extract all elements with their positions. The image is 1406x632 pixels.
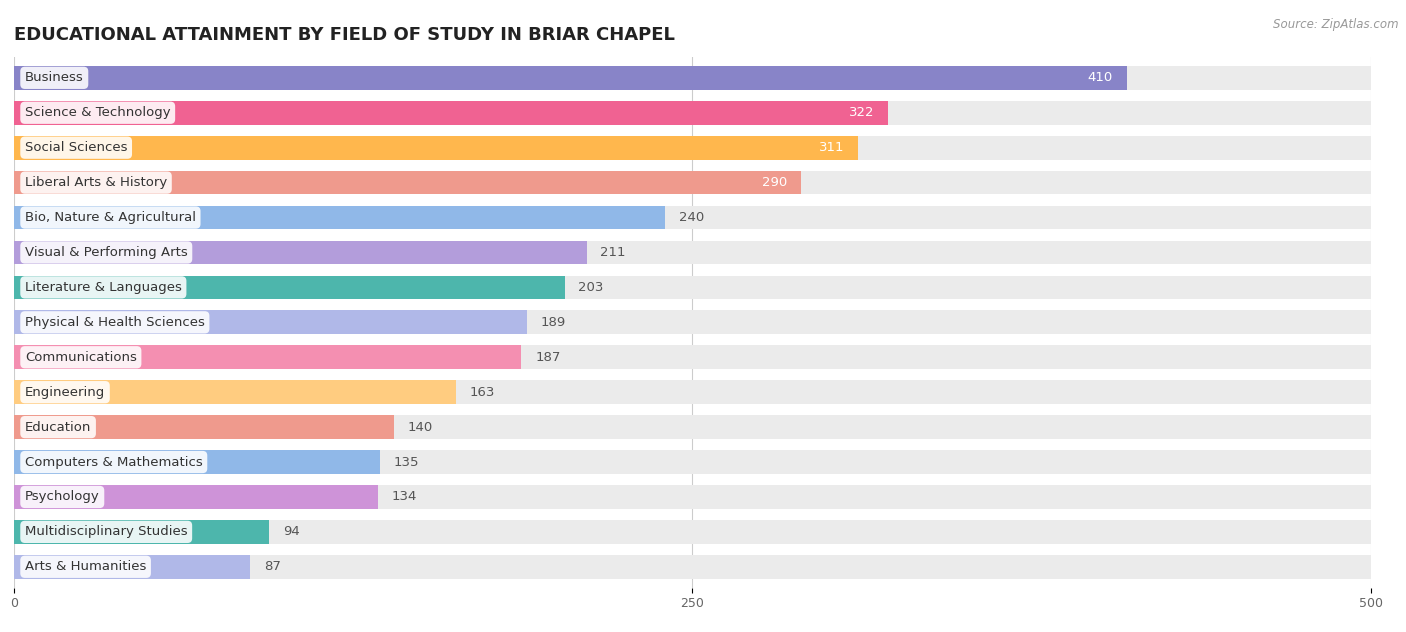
- Text: 203: 203: [578, 281, 603, 294]
- Text: Engineering: Engineering: [25, 386, 105, 399]
- Bar: [14, 276, 565, 300]
- Text: 311: 311: [818, 141, 845, 154]
- Bar: [14, 555, 250, 579]
- Text: Business: Business: [25, 71, 84, 84]
- Text: Computers & Mathematics: Computers & Mathematics: [25, 456, 202, 468]
- Text: 87: 87: [264, 561, 281, 573]
- Bar: [14, 276, 1371, 300]
- Text: Psychology: Psychology: [25, 490, 100, 504]
- Text: Literature & Languages: Literature & Languages: [25, 281, 181, 294]
- Bar: [14, 520, 1371, 544]
- Bar: [14, 205, 1371, 229]
- Bar: [14, 241, 1371, 264]
- Text: 140: 140: [408, 421, 433, 434]
- Bar: [14, 171, 1371, 195]
- Bar: [14, 345, 522, 369]
- Text: Multidisciplinary Studies: Multidisciplinary Studies: [25, 525, 187, 538]
- Text: 163: 163: [470, 386, 495, 399]
- Bar: [14, 450, 1371, 474]
- Text: Visual & Performing Arts: Visual & Performing Arts: [25, 246, 187, 259]
- Text: Liberal Arts & History: Liberal Arts & History: [25, 176, 167, 189]
- Bar: [14, 415, 1371, 439]
- Bar: [14, 241, 586, 264]
- Text: 187: 187: [536, 351, 561, 364]
- Text: 240: 240: [679, 211, 704, 224]
- Bar: [14, 66, 1126, 90]
- Text: Source: ZipAtlas.com: Source: ZipAtlas.com: [1274, 18, 1399, 31]
- Bar: [14, 485, 1371, 509]
- Text: Science & Technology: Science & Technology: [25, 106, 170, 119]
- Bar: [14, 310, 1371, 334]
- Bar: [14, 136, 858, 159]
- Text: 410: 410: [1088, 71, 1114, 84]
- Text: 189: 189: [540, 316, 565, 329]
- Bar: [14, 345, 1371, 369]
- Bar: [14, 171, 801, 195]
- Text: Physical & Health Sciences: Physical & Health Sciences: [25, 316, 205, 329]
- Bar: [14, 380, 1371, 404]
- Bar: [14, 66, 1371, 90]
- Text: 211: 211: [600, 246, 626, 259]
- Text: EDUCATIONAL ATTAINMENT BY FIELD OF STUDY IN BRIAR CHAPEL: EDUCATIONAL ATTAINMENT BY FIELD OF STUDY…: [14, 26, 675, 44]
- Bar: [14, 485, 378, 509]
- Text: Bio, Nature & Agricultural: Bio, Nature & Agricultural: [25, 211, 195, 224]
- Text: 135: 135: [394, 456, 419, 468]
- Text: Social Sciences: Social Sciences: [25, 141, 128, 154]
- Text: 290: 290: [762, 176, 787, 189]
- Text: 94: 94: [283, 525, 299, 538]
- Text: 322: 322: [849, 106, 875, 119]
- Bar: [14, 101, 1371, 125]
- Bar: [14, 415, 394, 439]
- Bar: [14, 136, 1371, 159]
- Text: Communications: Communications: [25, 351, 136, 364]
- Bar: [14, 520, 269, 544]
- Bar: [14, 310, 527, 334]
- Text: Arts & Humanities: Arts & Humanities: [25, 561, 146, 573]
- Bar: [14, 555, 1371, 579]
- Bar: [14, 101, 887, 125]
- Text: Education: Education: [25, 421, 91, 434]
- Bar: [14, 205, 665, 229]
- Bar: [14, 380, 457, 404]
- Text: 134: 134: [391, 490, 416, 504]
- Bar: [14, 450, 381, 474]
